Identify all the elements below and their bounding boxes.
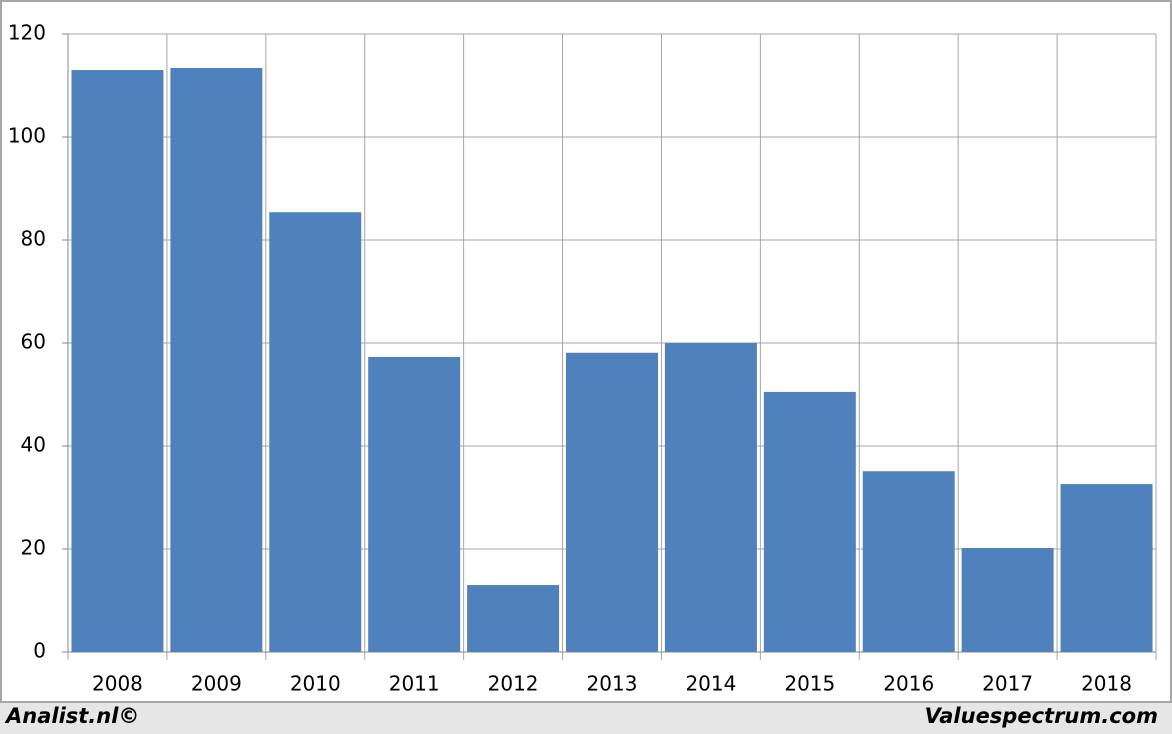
bar	[467, 585, 560, 652]
x-tick-label: 2017	[982, 672, 1033, 696]
y-tick-label: 100	[8, 124, 46, 148]
x-tick-label: 2012	[488, 672, 539, 696]
x-tick-label: 2013	[587, 672, 638, 696]
bar	[269, 212, 362, 652]
y-tick-label: 0	[33, 639, 46, 663]
bar	[566, 352, 658, 652]
y-tick-label: 120	[8, 21, 46, 45]
x-tick-label: 2016	[883, 672, 934, 696]
bar	[664, 343, 757, 652]
x-tick-label: 2011	[389, 672, 440, 696]
bar	[961, 547, 1054, 652]
y-tick-label: 80	[21, 227, 46, 251]
bar	[862, 471, 955, 652]
x-tick-label: 2009	[191, 672, 242, 696]
bar	[1060, 484, 1153, 652]
bar	[368, 356, 461, 652]
x-tick-label: 2008	[92, 672, 143, 696]
y-tick-label: 20	[21, 536, 46, 560]
bar	[763, 391, 856, 652]
footer-left: Analist.nl©	[4, 704, 139, 728]
x-tick-label: 2010	[290, 672, 341, 696]
y-tick-label: 40	[21, 433, 46, 457]
x-tick-label: 2018	[1081, 672, 1132, 696]
x-tick-label: 2015	[784, 672, 835, 696]
bar	[71, 70, 164, 653]
x-tick-label: 2014	[685, 672, 736, 696]
y-tick-label: 60	[21, 330, 46, 354]
bar	[170, 67, 263, 653]
footer-right: Valuespectrum.com	[925, 704, 1158, 728]
